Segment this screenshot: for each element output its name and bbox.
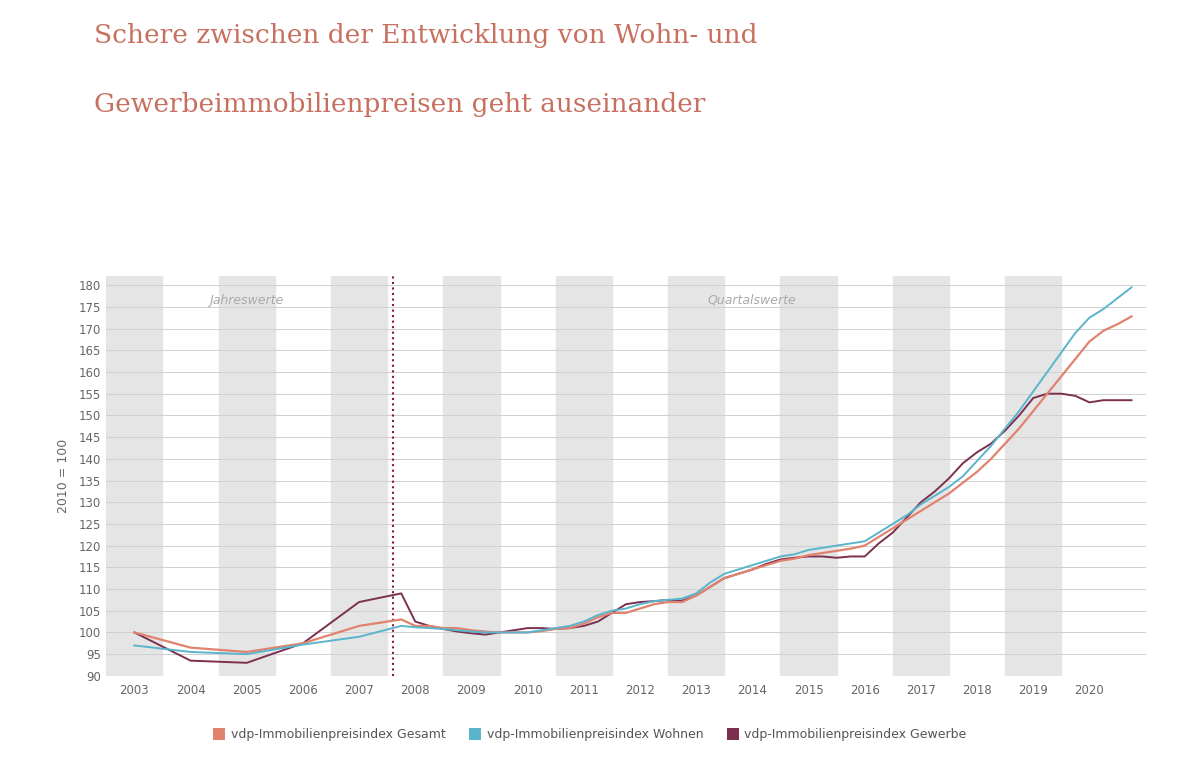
Bar: [668, 276, 724, 676]
Legend: vdp-Immobilienpreisindex Gesamt, vdp-Immobilienpreisindex Wohnen, vdp-Immobilien: vdp-Immobilienpreisindex Gesamt, vdp-Imm…: [209, 723, 972, 746]
Text: Jahreswerte: Jahreswerte: [209, 294, 283, 307]
Bar: [106, 276, 163, 676]
Y-axis label: 2010 = 100: 2010 = 100: [57, 439, 70, 513]
Bar: [781, 276, 836, 676]
Bar: [556, 276, 612, 676]
Bar: [1005, 276, 1062, 676]
Text: Gewerbeimmobilienpreisen geht auseinander: Gewerbeimmobilienpreisen geht auseinande…: [94, 92, 706, 118]
Bar: [443, 276, 500, 676]
Bar: [331, 276, 387, 676]
Bar: [218, 276, 275, 676]
Bar: [893, 276, 950, 676]
Text: Quartalswerte: Quartalswerte: [707, 294, 797, 307]
Text: Schere zwischen der Entwicklung von Wohn- und: Schere zwischen der Entwicklung von Wohn…: [94, 23, 758, 48]
